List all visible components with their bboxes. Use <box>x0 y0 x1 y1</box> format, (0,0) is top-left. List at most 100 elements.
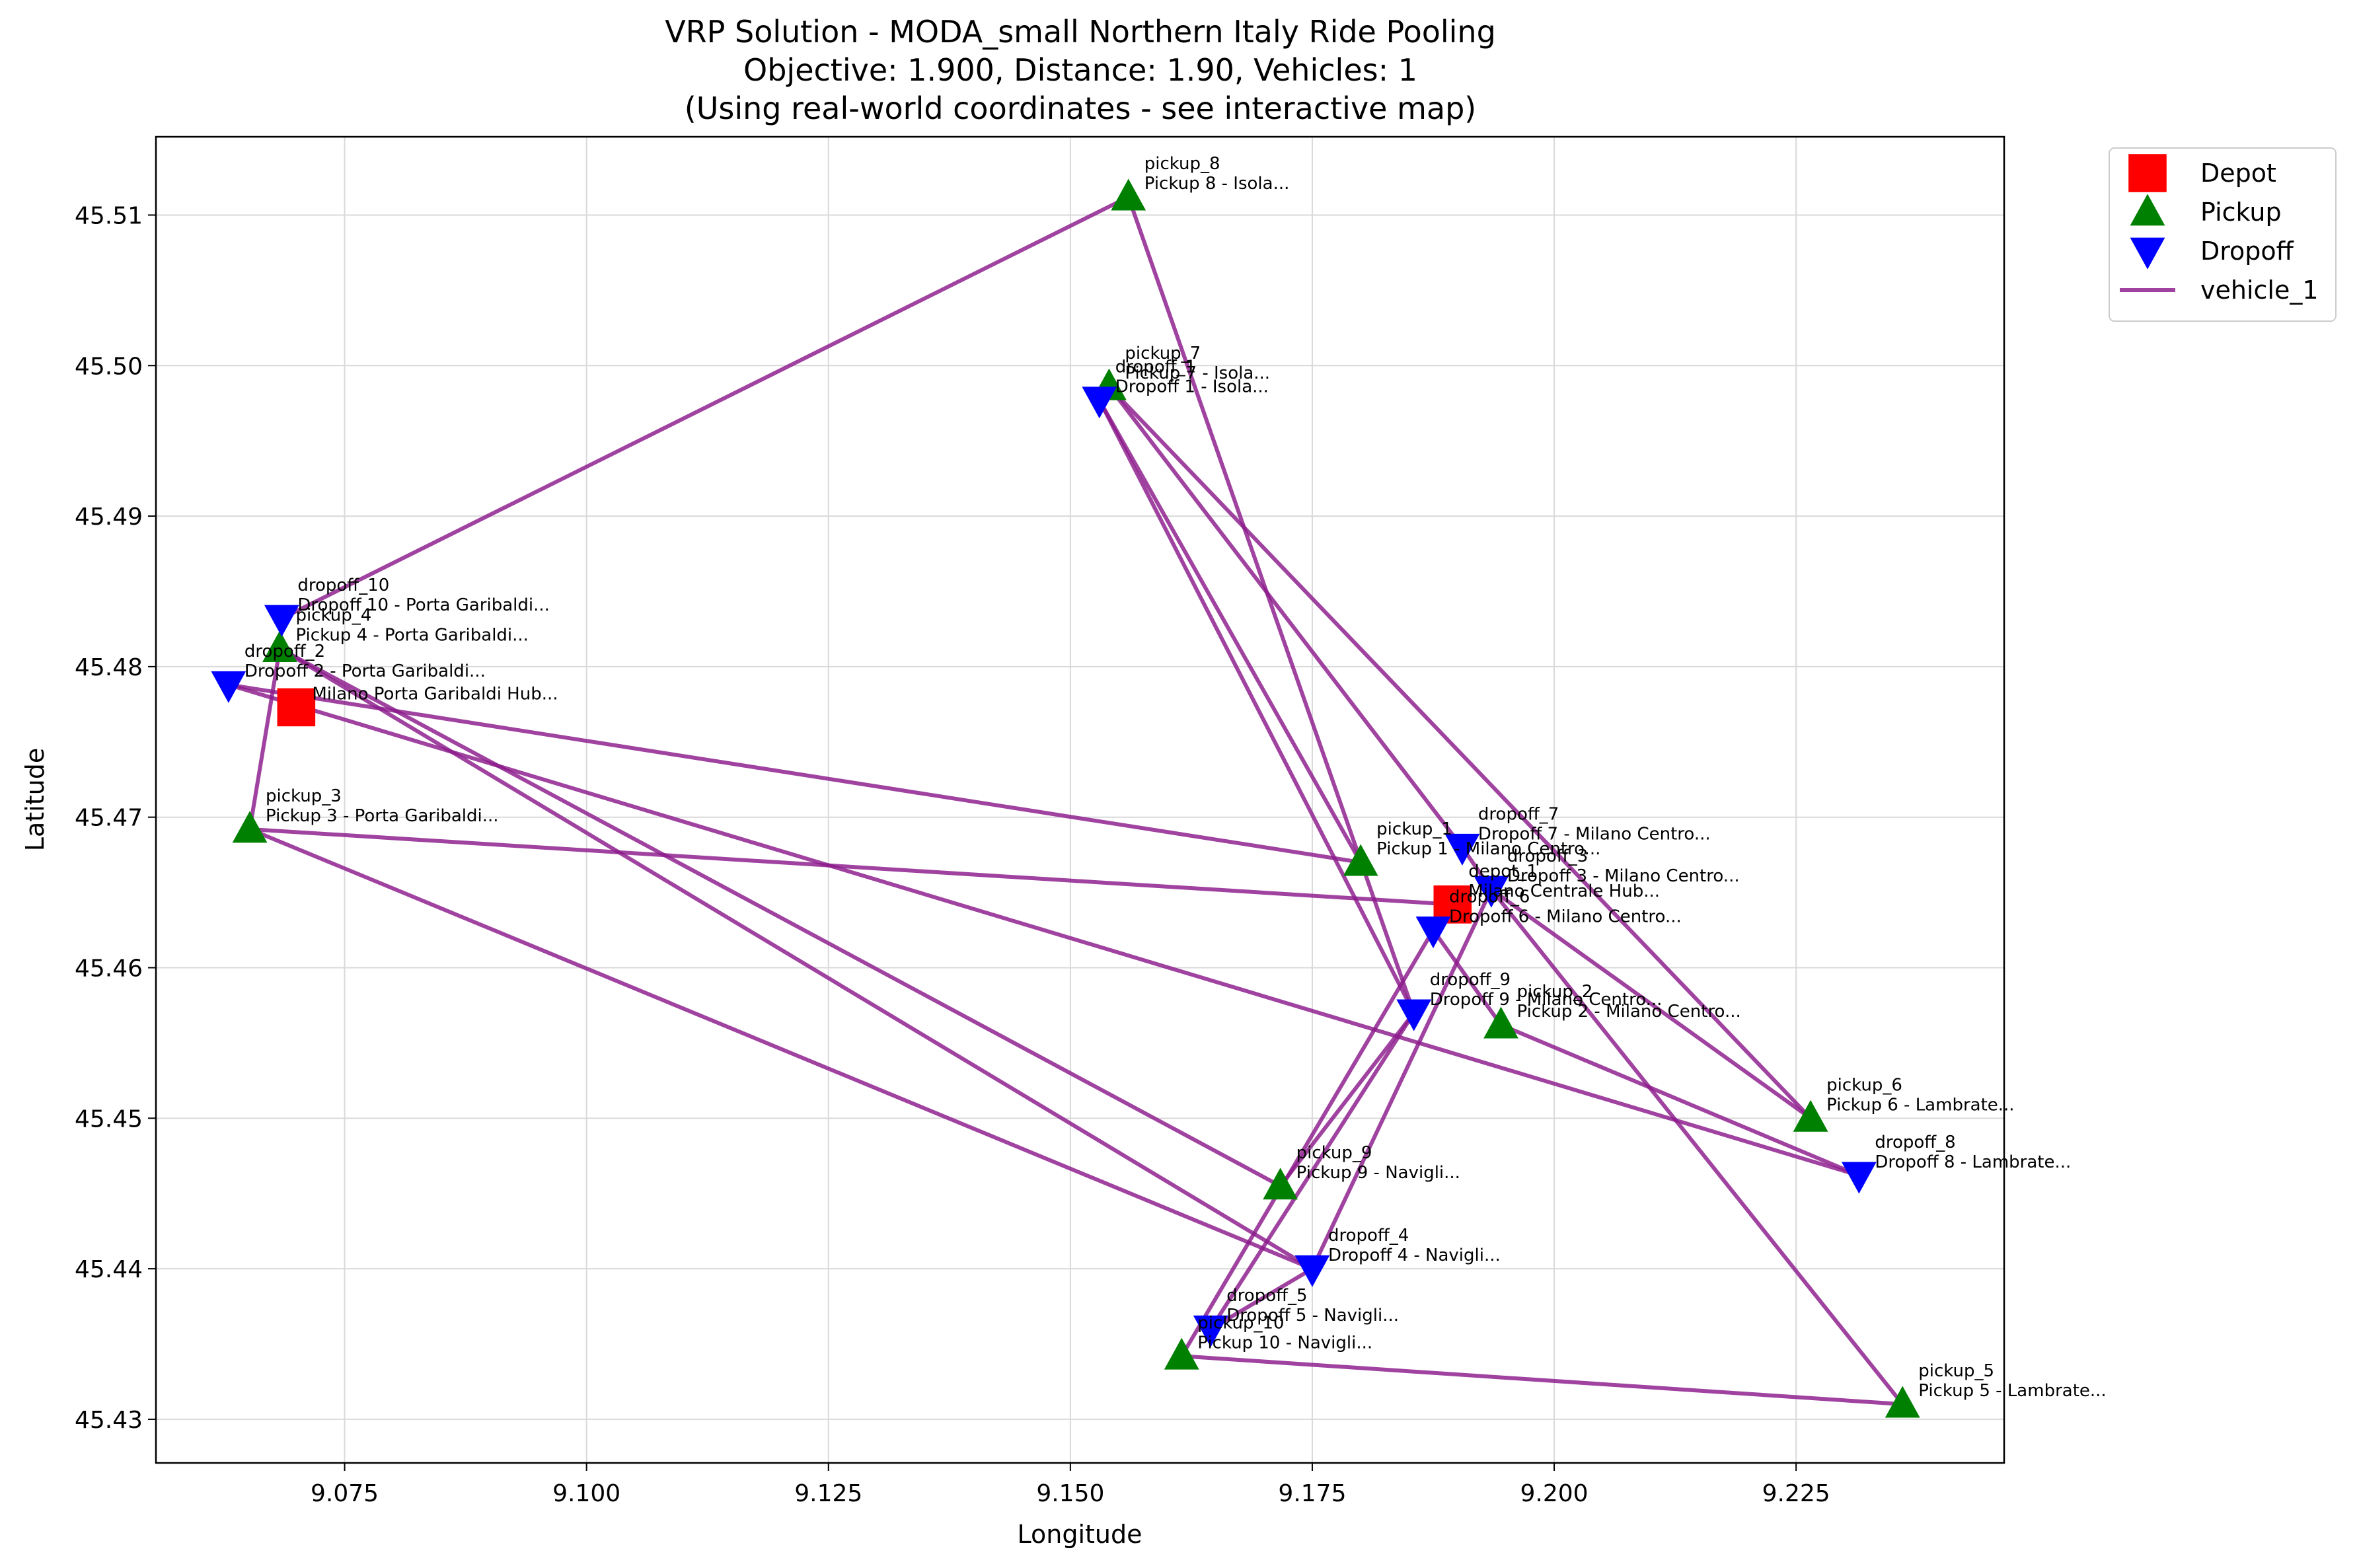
title-line-3: (Using real-world coordinates - see inte… <box>685 91 1477 126</box>
dropoff-marker <box>1415 916 1451 949</box>
route-segment <box>1126 195 1416 1015</box>
title-line-2: Objective: 1.900, Distance: 1.90, Vehicl… <box>743 52 1417 88</box>
node-id-label: pickup_3 <box>266 786 342 806</box>
y-tick-label: 45.46 <box>75 955 143 983</box>
x-axis-label: Longitude <box>1018 1520 1142 1549</box>
node-id-label: dropoff_9 <box>1430 970 1511 990</box>
route-lines <box>226 195 1905 1407</box>
node-desc-label: Pickup 6 - Lambrate... <box>1826 1095 2014 1115</box>
dropoff-marker <box>1841 1162 1877 1194</box>
node-desc-label: Milano Porta Garibaldi Hub... <box>312 684 558 704</box>
y-tick-label: 45.45 <box>75 1105 143 1133</box>
node-desc-label: Dropoff 7 - Milano Centro... <box>1478 824 1711 844</box>
route-segment <box>226 683 1861 1177</box>
route-segment <box>1097 398 1416 1015</box>
node-id-label: pickup_1 <box>1376 819 1452 839</box>
grid-lines <box>156 137 2004 1463</box>
node-id-label: dropoff_8 <box>1875 1133 1955 1152</box>
node-id-label: depot_1 <box>1468 862 1538 881</box>
plot-frame <box>155 135 2005 1464</box>
legend-items: Depot Pickup Dropoff vehicle_1 <box>2120 154 2319 305</box>
node-id-label: dropoff_1 <box>1115 357 1196 377</box>
route-segment <box>1499 1023 1861 1177</box>
y-tick-label: 45.43 <box>75 1407 143 1434</box>
dropoff-marker <box>1294 1255 1330 1287</box>
node-id-label: pickup_2 <box>1517 982 1593 1002</box>
legend-label: Pickup <box>2200 198 2282 227</box>
node-id-label: pickup_5 <box>1918 1361 1994 1381</box>
route-segment <box>280 195 1131 620</box>
node-id-label: dropoff_10 <box>297 576 389 595</box>
dropoff-marker <box>1193 1315 1228 1347</box>
route-segment <box>1489 887 1813 1121</box>
x-tick-label: 9.100 <box>552 1480 620 1507</box>
legend-dropoff-icon <box>2130 237 2165 270</box>
pickup-marker <box>1164 1337 1199 1370</box>
depot-marker <box>277 688 316 727</box>
route-segment <box>1209 1010 1416 1331</box>
route-segment <box>1278 1010 1416 1188</box>
route-segment <box>248 646 282 831</box>
dropoff-marker <box>1444 833 1480 866</box>
node-id-label: pickup_8 <box>1144 154 1220 174</box>
dropoff-marker <box>264 605 299 637</box>
y-tick-label: 45.44 <box>75 1256 143 1283</box>
node-desc-label: Pickup 2 - Milano Centro... <box>1517 1002 1741 1022</box>
pickup-marker <box>1343 844 1378 876</box>
y-axis-label: Latitude <box>20 748 50 851</box>
node-desc-label: Pickup 8 - Isola... <box>1144 174 1290 194</box>
node-desc-label: Pickup 10 - Navigli... <box>1197 1333 1372 1353</box>
node-desc-label: Pickup 4 - Porta Garibaldi... <box>295 626 529 646</box>
node-desc-label: Dropoff 4 - Navigli... <box>1328 1246 1501 1265</box>
node-desc-label: Pickup 5 - Lambrate... <box>1918 1381 2106 1401</box>
node-desc-label: Pickup 7 - Isola... <box>1125 363 1270 383</box>
node-id-label: dropoff_7 <box>1478 804 1559 824</box>
pickup-marker <box>1793 1100 1828 1132</box>
legend-label: Depot <box>2200 159 2276 188</box>
node-desc-label: Dropoff 6 - Milano Centro... <box>1449 907 1682 927</box>
legend-pickup-icon <box>2130 194 2165 226</box>
route-segment <box>1107 385 1813 1121</box>
route-segment <box>248 827 1314 1271</box>
route-segment <box>278 646 1314 1271</box>
node-id-label: pickup_4 <box>295 606 371 626</box>
chart-title: VRP Solution - MODA_small Northern Italy… <box>665 14 1496 126</box>
route-segment <box>226 683 1363 865</box>
y-tick-label: 45.51 <box>75 202 143 229</box>
legend-label: Dropoff <box>2200 237 2294 266</box>
y-tick-label: 45.49 <box>75 504 143 531</box>
legend-label: vehicle_1 <box>2200 276 2319 305</box>
pickup-marker <box>1885 1386 1920 1418</box>
node-desc-label: Dropoff 5 - Navigli... <box>1226 1306 1399 1325</box>
x-tick-label: 9.125 <box>794 1480 862 1507</box>
node-id-label: pickup_10 <box>1197 1313 1284 1333</box>
dropoff-marker <box>1082 387 1117 419</box>
dropoff-marker <box>1396 999 1432 1031</box>
pickup-marker <box>262 630 297 662</box>
node-desc-label: Dropoff 1 - Isola... <box>1115 377 1269 397</box>
node-id-label: dropoff_6 <box>1449 887 1530 907</box>
node-desc-label: Dropoff 10 - Porta Garibaldi... <box>297 595 550 615</box>
x-tick-label: 9.150 <box>1036 1480 1104 1507</box>
pickup-marker <box>232 811 268 843</box>
route-segment <box>1310 887 1493 1271</box>
route-segment <box>1489 887 1905 1407</box>
route-segment <box>248 827 1455 907</box>
x-tick-label: 9.175 <box>1278 1480 1346 1507</box>
node-desc-label: Dropoff 2 - Porta Garibaldi... <box>244 661 486 681</box>
node-id-label: pickup_6 <box>1826 1075 1902 1095</box>
node-desc-label: Dropoff 3 - Milano Centro... <box>1507 866 1740 886</box>
dropoff-marker <box>1474 876 1509 908</box>
node-id-label: dropoff_2 <box>244 642 325 661</box>
node-desc-label: Milano Centrale Hub... <box>1468 881 1660 901</box>
route-segment <box>278 646 1283 1188</box>
y-axis-ticks: 45.43 45.44 45.45 45.46 45.47 45.48 45.49 45.50… <box>75 202 156 1434</box>
route-segment <box>1107 385 1464 850</box>
route-segment <box>1179 1354 1905 1407</box>
route-segment <box>1097 398 1363 865</box>
x-tick-label: 9.225 <box>1762 1480 1830 1507</box>
node-desc-label: Pickup 1 - Milano Centro... <box>1376 839 1600 859</box>
node-labels: Milano Porta Garibaldi Hub... depot_1Mila… <box>244 154 2107 1401</box>
